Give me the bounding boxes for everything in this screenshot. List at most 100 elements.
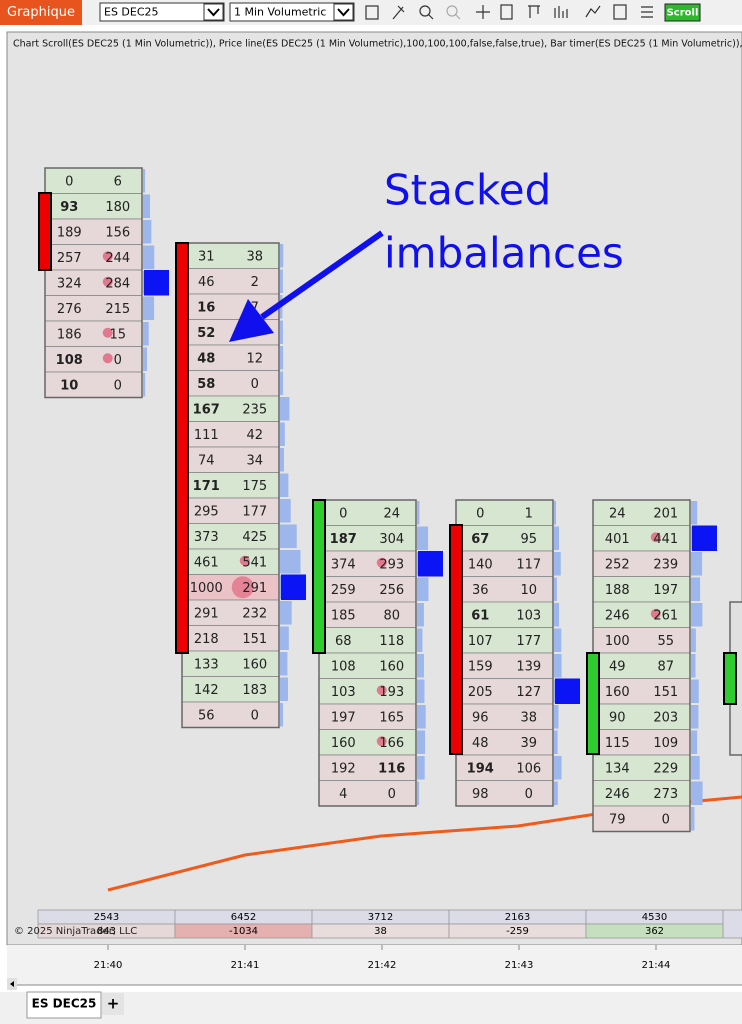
footprint-value: 244	[105, 251, 130, 266]
summary-cell	[722, 909, 742, 939]
footprint-value: 142	[194, 683, 219, 698]
footprint-value: 0	[65, 174, 73, 189]
footprint-value: 93	[60, 200, 78, 215]
footprint-value: 183	[242, 683, 267, 698]
volume-profile-bar	[691, 654, 696, 678]
footprint-value: 48	[197, 351, 215, 366]
footprint-value: 117	[516, 557, 541, 572]
footprint-value: 324	[57, 276, 82, 291]
footprint-row	[455, 627, 554, 654]
time-label: 21:40	[94, 960, 123, 971]
footprint-value: 291	[242, 581, 267, 596]
candle	[449, 524, 463, 755]
footprint-row	[455, 601, 554, 628]
imbalance-dot	[376, 557, 387, 568]
footprint-row	[592, 525, 691, 552]
footprint-value: 109	[653, 736, 678, 751]
footprint-row	[44, 346, 143, 373]
footprint-row	[455, 729, 554, 756]
volume-profile-bar	[280, 524, 297, 548]
footprint-row	[592, 550, 691, 577]
volume-profile-bar	[280, 626, 289, 650]
footprint-value: 203	[653, 710, 678, 725]
footprint-value: 194	[467, 761, 494, 776]
scroll-button[interactable]	[664, 3, 701, 22]
time-axis	[7, 945, 742, 985]
footprint-row	[455, 576, 554, 603]
footprint-value: 229	[653, 761, 678, 776]
volume-profile-bar	[554, 730, 558, 754]
volume-profile-bar	[691, 501, 698, 525]
footprint-value: 24	[609, 506, 626, 521]
summary-delta: -259	[506, 926, 529, 937]
footprint-value: 461	[194, 555, 219, 570]
footprint-value: 189	[57, 225, 82, 240]
dropdown-icon	[337, 8, 350, 17]
footprint-row	[592, 652, 691, 679]
imbalance-dot	[239, 555, 250, 566]
volume-profile-bar	[143, 347, 147, 371]
dropdown-button[interactable]	[333, 3, 354, 21]
footprint-value: 218	[194, 632, 219, 647]
window-tab[interactable]	[0, 0, 82, 25]
volume-profile-bar	[691, 807, 695, 831]
tab[interactable]	[26, 991, 102, 1019]
footprint-value: 273	[653, 787, 678, 802]
footprint-row	[455, 780, 554, 807]
footprint-value: 55	[657, 634, 674, 649]
footprint-row	[318, 780, 417, 807]
footprint-value: 34	[246, 453, 263, 468]
footprint-value: 106	[516, 761, 541, 776]
footprint-value: 197	[331, 710, 356, 725]
footprint-value: 96	[472, 710, 489, 725]
footprint-value: 68	[335, 634, 352, 649]
footprint-value: 15	[109, 327, 126, 342]
footprint-value: 165	[379, 710, 404, 725]
imbalance-dot	[102, 327, 113, 338]
imbalance-dot	[650, 532, 661, 543]
volume-profile-bar	[691, 705, 699, 729]
footprint-value: 10	[60, 378, 78, 393]
footprint-value: 0	[114, 378, 122, 393]
imbalance-dot	[376, 736, 387, 747]
candle	[175, 242, 189, 654]
footprint-value: 167	[193, 402, 220, 417]
footprint-value: 61	[471, 608, 489, 623]
footprint-row	[181, 701, 280, 728]
footprint-value: 98	[472, 787, 489, 802]
toolbar-icons[interactable]	[365, 4, 653, 20]
footprint-value: 111	[194, 428, 219, 443]
footprint-value: 185	[331, 608, 356, 623]
dropdown-button[interactable]	[203, 3, 224, 21]
indicator-list: Chart Scroll(ES DEC25 (1 Min Volumetric)…	[13, 39, 742, 50]
footprint-row	[44, 320, 143, 347]
footprint-value: 118	[379, 634, 404, 649]
footprint-value: 304	[379, 532, 404, 547]
footprint-row	[181, 446, 280, 473]
period-select[interactable]	[229, 2, 355, 22]
footprint-value: 0	[476, 506, 484, 521]
instrument-select[interactable]	[99, 2, 225, 22]
volume-profile-bar	[554, 628, 562, 652]
footprint-value: 0	[251, 708, 259, 723]
time-label: 21:44	[642, 960, 671, 971]
footprint-row	[318, 627, 417, 654]
footprint-value: 160	[331, 736, 356, 751]
volume-profile-bar	[280, 652, 288, 676]
add-tab[interactable]	[102, 993, 124, 1015]
footprint-value: 56	[198, 708, 215, 723]
add-tab-label: +	[107, 995, 120, 1013]
volume-profile-bar	[691, 756, 700, 780]
volume-profile-bar	[691, 603, 703, 627]
footprint-value: 31	[198, 249, 215, 264]
footprint-row	[181, 395, 280, 422]
candle	[312, 499, 326, 654]
volume-profile-bar	[417, 756, 425, 780]
footprint-value: 159	[468, 659, 493, 674]
volume-profile-bar	[417, 526, 429, 550]
footprint-value: 79	[609, 812, 626, 827]
volume-profile-bar	[143, 245, 155, 269]
